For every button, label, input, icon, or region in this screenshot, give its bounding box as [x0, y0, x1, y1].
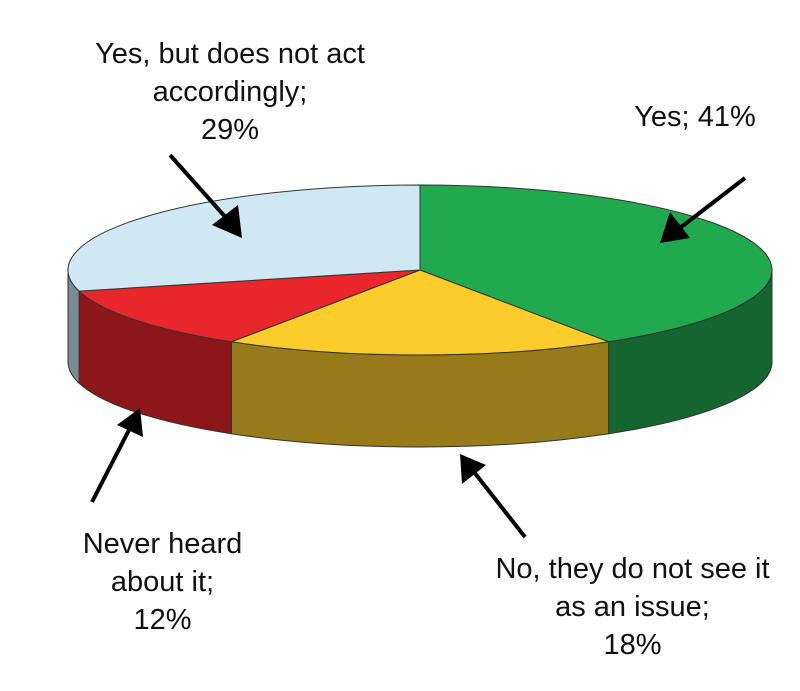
slice-side	[230, 341, 610, 448]
category-label: Never heard about it;	[82, 528, 243, 598]
category-label: Yes;	[634, 101, 690, 133]
arrows	[90, 153, 747, 539]
category-label: No, they do not see it as an issue;	[495, 553, 770, 623]
slice-label: Yes; 41%	[575, 98, 800, 136]
arrow-head	[460, 454, 486, 484]
arrow	[90, 427, 132, 503]
arrow	[168, 153, 230, 222]
arrow-head	[212, 205, 242, 238]
slice-label: Yes, but does not act accordingly; 29%	[95, 35, 365, 149]
slice	[77, 269, 421, 343]
category-label: Yes, but does not act accordingly;	[95, 38, 365, 108]
value-label: 12%	[133, 604, 192, 636]
value-label: 29%	[200, 114, 260, 146]
arrow-head	[660, 212, 690, 243]
arrow-head	[117, 408, 143, 437]
slice	[229, 269, 611, 356]
slice	[67, 184, 421, 292]
slice-label: No, they do not see it as an issue; 18%	[485, 550, 780, 664]
slice-label: Never heard about it; 12%	[60, 525, 265, 639]
value-label: 41%	[697, 101, 756, 133]
arrow	[472, 470, 527, 539]
value-label: 18%	[603, 629, 662, 661]
arrow	[678, 176, 747, 230]
